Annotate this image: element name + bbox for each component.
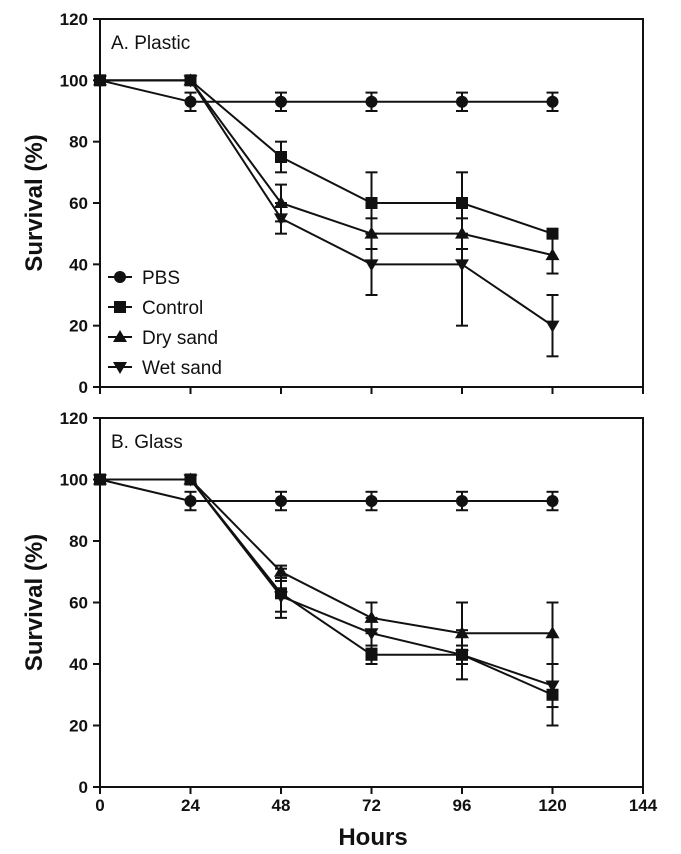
- series-dry-sand: [93, 73, 560, 275]
- y-tick-label: 100: [60, 71, 88, 90]
- x-tick-label: 144: [629, 796, 658, 815]
- series-line: [100, 478, 553, 635]
- y-tick-label: 120: [60, 10, 88, 29]
- panel-glass: 0 20 40 60 80 100 120 0 24 48 72 96 120 144 Survival (…: [21, 409, 658, 851]
- data-point: [546, 495, 559, 508]
- y-tick-label: 60: [69, 594, 88, 613]
- series-control: [94, 74, 559, 240]
- data-point: [455, 259, 469, 272]
- data-point: [364, 259, 379, 272]
- data-point: [455, 626, 469, 639]
- data-point: [456, 95, 468, 108]
- data-point: [455, 649, 469, 662]
- legend-marker: [113, 362, 127, 374]
- data-point: [456, 495, 468, 508]
- data-point: [364, 628, 379, 641]
- data-point: [274, 213, 288, 226]
- series-line: [100, 79, 554, 327]
- x-axis-title: Hours: [338, 824, 407, 851]
- data-point: [274, 591, 288, 604]
- data-point: [545, 320, 560, 333]
- series-line: [99, 478, 553, 503]
- legend-label: PBS: [142, 268, 180, 289]
- legend-label: Control: [142, 298, 203, 319]
- data-point: [184, 95, 197, 108]
- series-pbs: [94, 473, 559, 512]
- data-point: [545, 248, 560, 261]
- y-tick-label: 0: [79, 378, 88, 397]
- data-point: [93, 75, 107, 88]
- panel-label: A. Plastic: [111, 33, 190, 54]
- data-point: [365, 95, 378, 108]
- data-point: [93, 474, 107, 487]
- y-axis-title: Survival (%): [21, 534, 48, 671]
- data-point: [275, 95, 287, 108]
- data-point: [274, 564, 288, 577]
- y-tick-label: 80: [69, 532, 88, 551]
- y-tick-label: 60: [69, 194, 88, 213]
- y-tick-label: 80: [69, 133, 88, 152]
- data-point: [183, 75, 198, 88]
- series-wet-sand: [93, 474, 560, 709]
- x-tick-label: 96: [453, 796, 472, 815]
- data-point: [545, 626, 560, 639]
- series-wet-sand: [93, 75, 560, 358]
- series-line: [100, 79, 553, 257]
- legend-label: Dry sand: [142, 328, 218, 349]
- data-point: [365, 495, 378, 508]
- y-tick-label: 20: [69, 317, 88, 336]
- y-tick-label: 40: [69, 655, 88, 674]
- series-control: [94, 473, 559, 727]
- legend-marker: [114, 301, 126, 313]
- legend-label: Wet sand: [142, 358, 222, 379]
- x-tick-label: 0: [95, 796, 104, 815]
- series-line: [99, 79, 553, 103]
- legend: PBS Control Dry sand Wet sand: [108, 268, 222, 379]
- series-line: [100, 79, 553, 235]
- y-tick-label: 20: [69, 717, 88, 736]
- x-tick-label: 24: [181, 796, 200, 815]
- y-tick-label: 100: [60, 471, 88, 490]
- y-tick-label: 0: [79, 778, 88, 797]
- y-axis-title: Survival (%): [21, 134, 48, 271]
- legend-marker: [113, 330, 127, 342]
- data-point: [365, 197, 378, 209]
- series-line: [100, 478, 553, 687]
- data-point: [546, 95, 559, 108]
- panel-label: B. Glass: [111, 432, 183, 453]
- legend-marker: [114, 271, 126, 283]
- x-tick-label: 48: [272, 796, 291, 815]
- data-point: [275, 495, 287, 508]
- data-point: [545, 680, 560, 693]
- y-tick-label: 40: [69, 255, 88, 274]
- x-tick-label: 120: [538, 796, 566, 815]
- data-point: [184, 495, 197, 508]
- data-point: [365, 648, 378, 661]
- x-tick-label: 72: [362, 796, 381, 815]
- panel-plastic: 0 20 40 60 80 100 120 Survival (%) A. Plastic PBS…: [21, 10, 644, 397]
- data-point: [183, 474, 198, 487]
- y-tick-label: 120: [60, 409, 88, 428]
- data-point: [275, 151, 287, 163]
